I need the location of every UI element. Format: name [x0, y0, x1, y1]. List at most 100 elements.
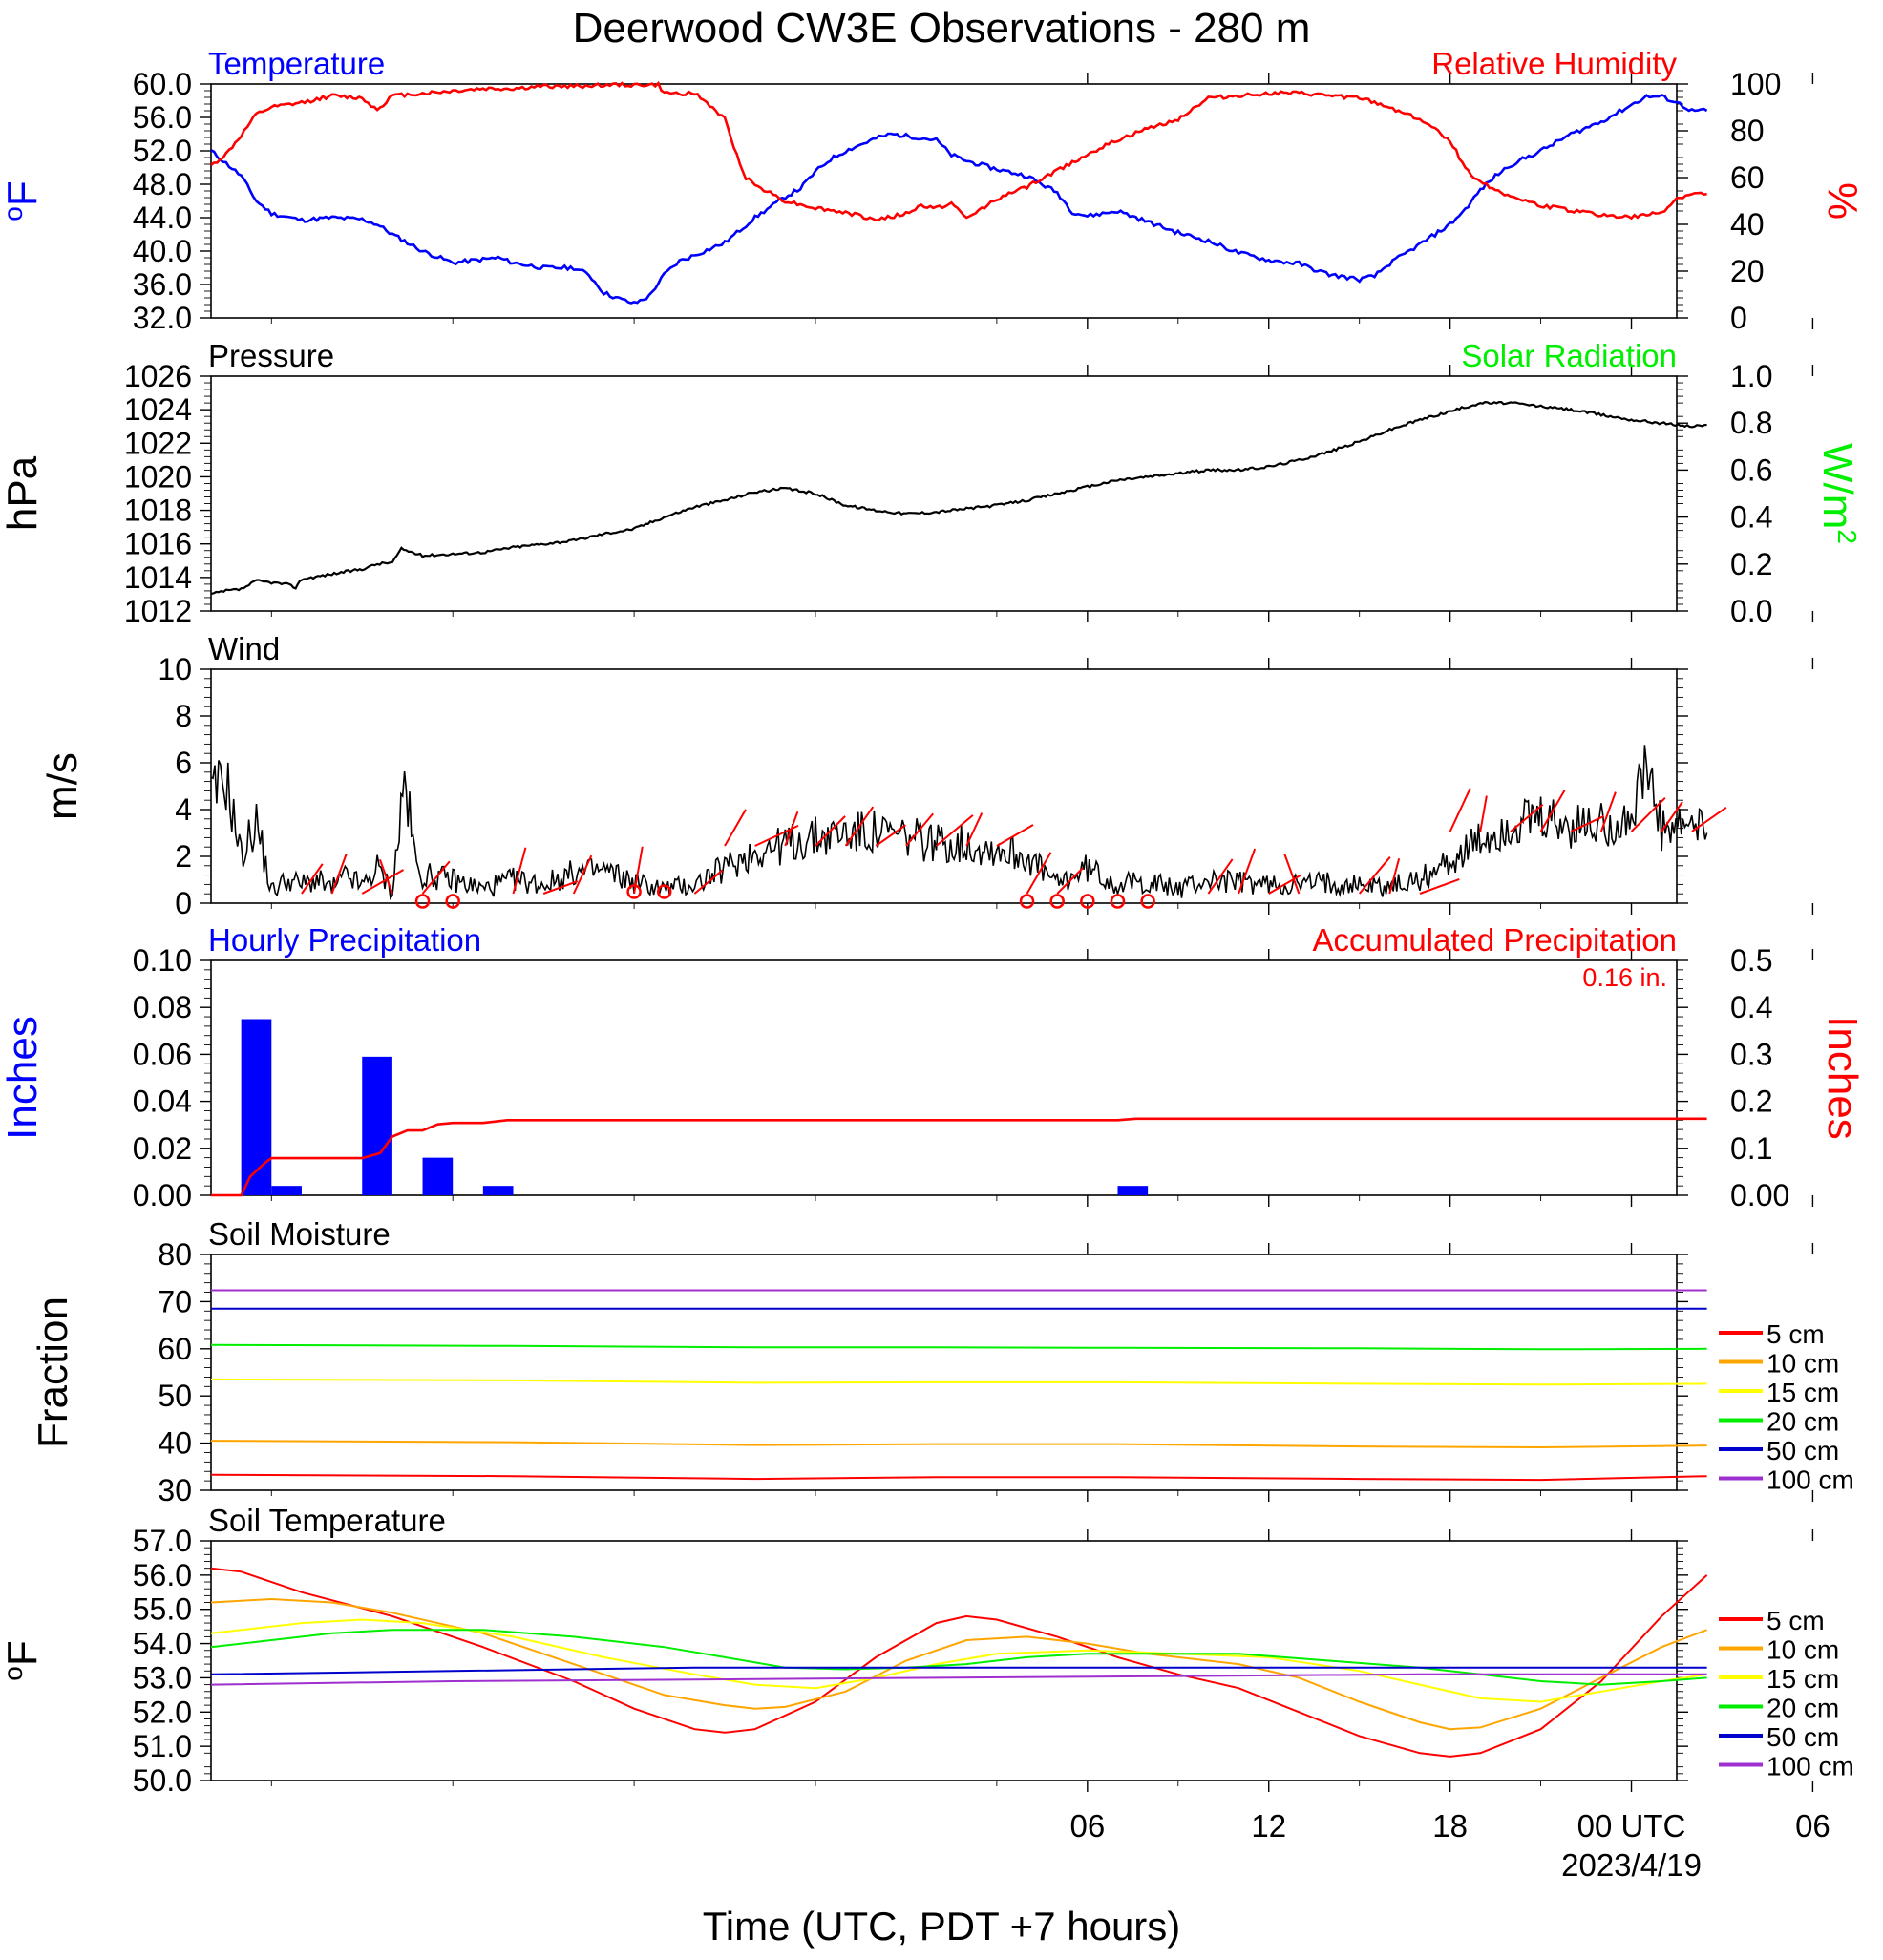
- wind-barb: [1539, 790, 1566, 832]
- temp_rh-y2-tick-label: 0: [1730, 301, 1747, 335]
- soil_moisture-y-tick-label: 60: [158, 1332, 192, 1366]
- wind-barb: [1026, 852, 1052, 895]
- pressure-y-label: hPa: [0, 455, 46, 531]
- pressure-y2-tick-label: 0.4: [1730, 500, 1772, 535]
- wind-y-tick-label: 8: [175, 699, 192, 733]
- wind-barb: [693, 869, 724, 895]
- wind-barb: [1599, 791, 1617, 832]
- hourly-precip-bar: [1117, 1186, 1149, 1195]
- precip-title-right: Accumulated Precipitation: [1312, 922, 1677, 958]
- series-soil-temperature: [210, 1567, 1708, 1758]
- series-soil-temperature: [210, 1597, 1707, 1731]
- pressure-y-tick-label: 1026: [124, 359, 192, 393]
- wind-barb: [1479, 795, 1488, 832]
- calm-circle: [1049, 894, 1065, 909]
- soil_temp-title-left: Soil Temperature: [208, 1503, 446, 1538]
- panel-soil_temp: 57.056.055.054.053.052.051.050.0 Soil Tem…: [0, 1503, 1854, 1883]
- wind-barb: [1056, 867, 1084, 895]
- precip-title-left: Hourly Precipitation: [208, 922, 481, 958]
- series-accumulated-precipitation: [211, 1117, 1707, 1197]
- precip-y2-tick-label: 0.5: [1730, 943, 1772, 978]
- wind-barb: [1283, 854, 1301, 895]
- calm-circle: [1019, 894, 1035, 909]
- temp_rh-y-tick-label: 32.0: [133, 301, 192, 335]
- pressure-frame: [210, 375, 1678, 612]
- pressure-y-tick-label: 1020: [124, 459, 192, 494]
- pressure-y2-tick-label: 0.8: [1730, 406, 1772, 440]
- soil_temp-y-tick-label: 53.0: [133, 1660, 192, 1695]
- series-wind-speed: [210, 745, 1708, 901]
- soil-temp-legend-label: 100 cm: [1767, 1752, 1854, 1781]
- wind-barb: [1691, 806, 1727, 832]
- calm-circle: [1140, 894, 1155, 909]
- wind-barb: [784, 811, 799, 847]
- pressure-title-right: Solar Radiation: [1461, 338, 1677, 373]
- hourly-precip-bar: [362, 1056, 392, 1195]
- soil_moisture-y-tick-label: 80: [158, 1237, 192, 1272]
- temp_rh-y-tick-label: 52.0: [133, 134, 192, 168]
- series-soil-temperature: [210, 1673, 1707, 1686]
- wind-barb: [905, 812, 934, 847]
- temp_rh-y-tick-label: 36.0: [133, 267, 192, 302]
- soil-moisture-legend-label: 5 cm: [1767, 1319, 1825, 1349]
- calm-circle: [1110, 894, 1126, 909]
- x-tick-label: 18: [1432, 1808, 1468, 1844]
- wind-barb: [1388, 858, 1401, 895]
- pressure-y-tick-label: 1012: [124, 594, 192, 628]
- series-soil-moisture: [210, 1378, 1707, 1386]
- panels-group: 60.056.052.048.044.040.036.032.010080604…: [0, 46, 1866, 1883]
- x-tick-label: 12: [1251, 1808, 1286, 1844]
- soil-moisture-legend-label: 100 cm: [1767, 1465, 1854, 1495]
- wind-y-tick-label: 10: [158, 652, 192, 686]
- precip-y-tick-label: 0.08: [133, 990, 192, 1024]
- pressure-title-left: Pressure: [208, 338, 334, 373]
- soil-moisture-legend-label: 20 cm: [1767, 1407, 1839, 1437]
- wind-y-tick-label: 0: [175, 886, 192, 920]
- temp_rh-y-tick-label: 56.0: [133, 100, 192, 135]
- precip-y-tick-label: 0.10: [133, 943, 192, 978]
- soil_moisture-title-left: Soil Moisture: [208, 1216, 391, 1252]
- soil_moisture-frame: [210, 1254, 1678, 1491]
- series-soil-temperature: [210, 1666, 1707, 1675]
- soil_moisture-y-tick-label: 40: [158, 1426, 192, 1461]
- temp_rh-y-tick-label: 48.0: [133, 167, 192, 201]
- temp_rh-y-tick-label: 40.0: [133, 234, 192, 268]
- precip-y2-tick-label: 0.2: [1730, 1085, 1772, 1119]
- soil-temp-y-label: oF: [0, 1640, 46, 1680]
- hourly-precip-bar: [482, 1186, 514, 1195]
- series-relative-humidity: [210, 80, 1707, 222]
- precip-y-tick-label: 0.06: [133, 1037, 192, 1071]
- precip-right-y-label: Inches: [1819, 1016, 1866, 1140]
- soil-temp-legend-label: 10 cm: [1767, 1635, 1839, 1665]
- precip-y2-tick-label: 0.4: [1730, 990, 1772, 1024]
- wind-y-label: m/s: [39, 752, 86, 820]
- wind-barb: [361, 869, 405, 895]
- soil-temp-legend-label: 20 cm: [1767, 1694, 1839, 1723]
- series-soil-temperature: [210, 1618, 1707, 1703]
- wind-barb: [301, 863, 324, 895]
- calm-circle: [656, 884, 672, 899]
- wind-barb: [996, 824, 1034, 847]
- wind-barb: [1630, 796, 1666, 832]
- soil_temp-y-tick-label: 55.0: [133, 1592, 192, 1627]
- pressure-y-tick-label: 1024: [124, 392, 192, 427]
- series-soil-moisture: [210, 1343, 1707, 1351]
- series-soil-moisture: [210, 1473, 1707, 1482]
- soil_temp-y-tick-label: 57.0: [133, 1524, 192, 1558]
- wind-barb: [1268, 875, 1301, 895]
- pressure-y-tick-label: 1018: [124, 494, 192, 528]
- panel-precip: 0.10 0.08 0.06 0.04 0.02 0.00 0.5 0.4 0.3 0.2 0.1 0…: [0, 922, 1866, 1212]
- wind-y-tick-label: 4: [175, 792, 192, 827]
- pressure-y-tick-label: 1014: [124, 560, 192, 595]
- x-axis-label: Time (UTC, PDT +7 hours): [703, 1904, 1181, 1949]
- series-temperature: [210, 94, 1708, 305]
- wind-barb: [1661, 801, 1683, 832]
- series-pressure: [210, 400, 1707, 595]
- accumulated-total-label: 0.16 in.: [1582, 963, 1667, 992]
- temp_rh-y2-tick-label: 20: [1730, 254, 1765, 288]
- wind-barb: [844, 806, 875, 847]
- precip-frame: [210, 959, 1678, 1196]
- temp_rh-frame: [210, 83, 1678, 319]
